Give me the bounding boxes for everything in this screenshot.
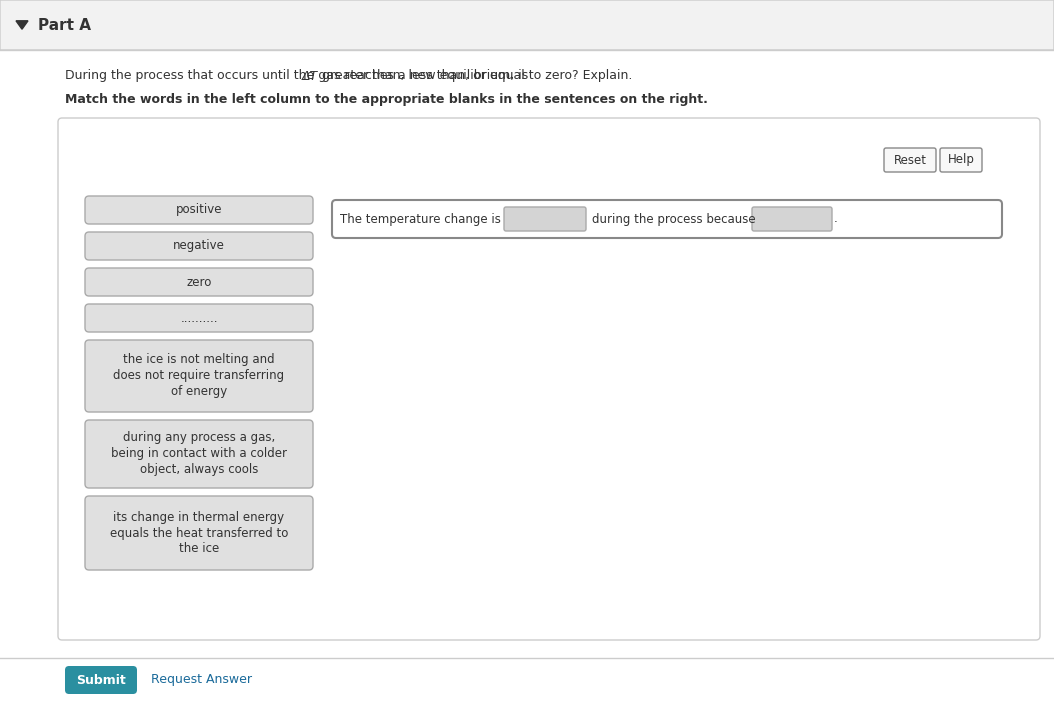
FancyBboxPatch shape — [85, 420, 313, 488]
FancyBboxPatch shape — [85, 340, 313, 412]
Text: the ice: the ice — [179, 542, 219, 556]
Text: greater than, less than, or equal to zero? Explain.: greater than, less than, or equal to zer… — [318, 69, 632, 83]
Text: does not require transferring: does not require transferring — [114, 369, 285, 383]
FancyBboxPatch shape — [85, 268, 313, 296]
Text: positive: positive — [176, 203, 222, 217]
Text: during the process because: during the process because — [592, 213, 756, 225]
Polygon shape — [16, 20, 28, 29]
Text: negative: negative — [173, 239, 225, 253]
Text: zero: zero — [187, 275, 212, 289]
FancyBboxPatch shape — [85, 496, 313, 570]
FancyBboxPatch shape — [332, 200, 1002, 238]
FancyBboxPatch shape — [85, 304, 313, 332]
Text: Submit: Submit — [76, 674, 125, 686]
FancyBboxPatch shape — [884, 148, 936, 172]
Text: During the process that occurs until the gas reaches a new equilibrium, is: During the process that occurs until the… — [65, 69, 532, 83]
Text: equals the heat transferred to: equals the heat transferred to — [110, 527, 288, 539]
FancyBboxPatch shape — [85, 232, 313, 260]
Text: of energy: of energy — [171, 385, 227, 398]
Text: object, always cools: object, always cools — [140, 464, 258, 477]
Text: ..........: .......... — [180, 311, 218, 325]
Text: Reset: Reset — [894, 153, 926, 167]
Text: Request Answer: Request Answer — [151, 674, 252, 686]
Text: .: . — [834, 213, 838, 225]
FancyBboxPatch shape — [65, 666, 137, 694]
Text: The temperature change is: The temperature change is — [340, 213, 501, 225]
Text: the ice is not melting and: the ice is not melting and — [123, 354, 275, 366]
Text: Part A: Part A — [38, 18, 91, 32]
FancyBboxPatch shape — [58, 118, 1040, 640]
FancyBboxPatch shape — [504, 207, 586, 231]
Text: its change in thermal energy: its change in thermal energy — [114, 510, 285, 524]
Text: ΔT: ΔT — [302, 69, 318, 83]
Text: during any process a gas,: during any process a gas, — [123, 431, 275, 445]
Text: Match the words in the left column to the appropriate blanks in the sentences on: Match the words in the left column to th… — [65, 93, 708, 107]
FancyBboxPatch shape — [0, 0, 1054, 50]
Text: being in contact with a colder: being in contact with a colder — [111, 448, 287, 460]
FancyBboxPatch shape — [752, 207, 832, 231]
FancyBboxPatch shape — [85, 196, 313, 224]
FancyBboxPatch shape — [940, 148, 982, 172]
Text: Help: Help — [948, 153, 975, 167]
